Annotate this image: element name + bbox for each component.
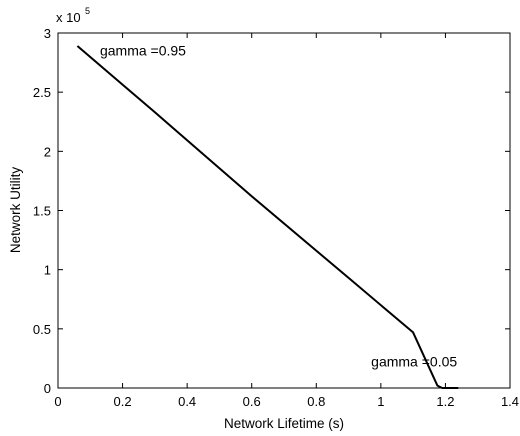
x-tick-label: 0.4 <box>178 394 196 409</box>
x-axis-title: Network Lifetime (s) <box>224 416 344 431</box>
y-axis-ticks: 0 0.5 1 1.5 2 2.5 3 <box>33 26 510 396</box>
annotation-layer: gamma =0.95 gamma =0.05 <box>100 42 457 369</box>
y-tick-label: 0.5 <box>33 322 51 337</box>
y-tick-label: 1.5 <box>33 204 51 219</box>
annotation-label: gamma =0.95 <box>100 42 186 58</box>
y-tick-label: 2.5 <box>33 85 51 100</box>
y-exponent-power: 5 <box>85 6 90 16</box>
series-layer <box>76 45 459 389</box>
series-line <box>76 45 459 389</box>
y-tick-label: 2 <box>44 144 51 159</box>
x-tick-label: 1.2 <box>436 394 454 409</box>
x-tick-label: 0.6 <box>243 394 261 409</box>
annotation-label: gamma =0.05 <box>371 354 457 370</box>
x-tick-label: 0 <box>54 394 61 409</box>
y-tick-label: 1 <box>44 263 51 278</box>
y-axis-title: Network Utility <box>8 167 23 254</box>
x-axis-ticks: 0 0.2 0.4 0.6 0.8 1 1.2 1.4 <box>54 33 519 409</box>
y-tick-label: 0 <box>44 381 51 396</box>
x-tick-label: 0.2 <box>114 394 132 409</box>
y-tick-label: 3 <box>44 26 51 41</box>
x-tick-label: 1 <box>377 394 384 409</box>
x-tick-label: 0.8 <box>307 394 325 409</box>
x-tick-label: 1.4 <box>501 394 519 409</box>
y-exponent-label: x 10 <box>56 10 81 25</box>
